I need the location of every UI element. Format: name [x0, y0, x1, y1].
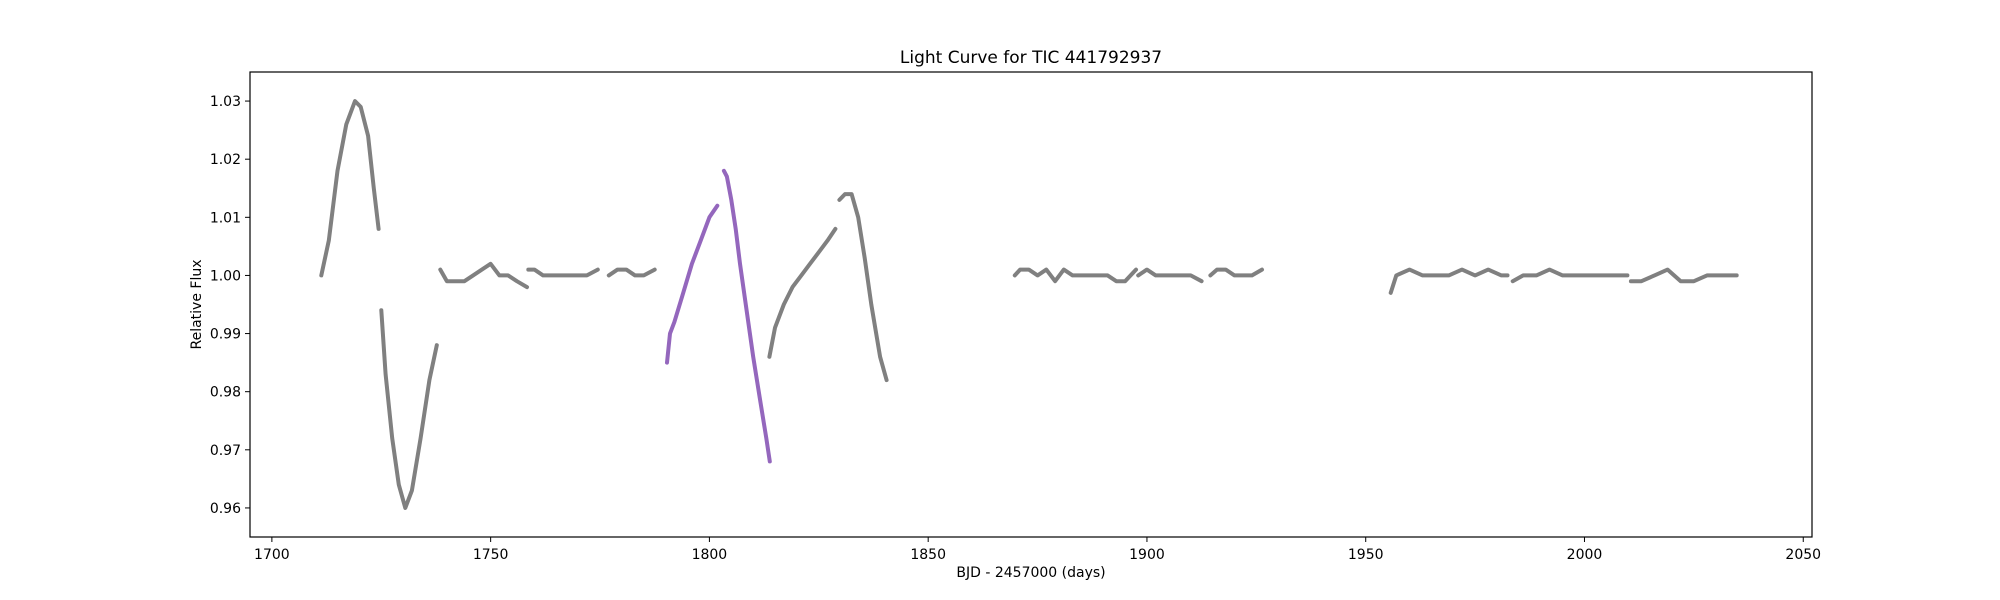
y-tick-label: 1.01 — [210, 210, 241, 226]
x-tick-label: 1800 — [692, 547, 728, 563]
light-curve-segment — [379, 308, 439, 510]
y-tick-label: 1.03 — [210, 94, 241, 110]
light-curve-segment — [606, 267, 657, 278]
x-tick-label: 1900 — [1129, 547, 1165, 563]
data-marks — [319, 99, 1739, 510]
plot-frame — [249, 71, 1813, 538]
light-curve-segment — [1628, 267, 1739, 284]
y-tick-label: 0.99 — [210, 327, 241, 343]
light-curve-segment — [721, 168, 772, 464]
y-axis-label: Relative Flux — [189, 259, 205, 349]
y-tick-label: 0.97 — [210, 443, 241, 459]
y-tick-label: 1.00 — [210, 268, 241, 284]
y-tick-label: 0.96 — [210, 501, 241, 517]
light-curve-segment — [1136, 267, 1204, 284]
light-curve-segment — [837, 192, 889, 383]
x-tick-label: 2050 — [1785, 547, 1821, 563]
x-tick-label: 2000 — [1567, 547, 1603, 563]
light-curve-segment — [767, 226, 838, 359]
y-axis: 0.96 0.97 0.98 0.99 1.00 1.01 1.02 1.03 — [210, 94, 250, 517]
x-tick-label: 1700 — [254, 547, 290, 563]
chart-title: Light Curve for TIC 441792937 — [900, 48, 1162, 68]
light-curve-segment — [438, 261, 529, 290]
light-curve-segment — [319, 99, 381, 278]
x-axis-label: BJD - 2457000 (days) — [956, 565, 1105, 581]
light-curve-segment — [1388, 267, 1510, 295]
light-curve-segment — [526, 267, 600, 278]
light-curve-segment — [1012, 267, 1138, 284]
y-tick-label: 0.98 — [210, 385, 241, 401]
x-tick-label: 1850 — [910, 547, 946, 563]
light-curve-segment — [665, 203, 720, 365]
light-curve-segment — [1208, 267, 1264, 278]
y-tick-label: 1.02 — [210, 152, 241, 168]
x-tick-label: 1950 — [1348, 547, 1384, 563]
light-curve-segment — [1510, 267, 1630, 284]
x-tick-label: 1750 — [473, 547, 509, 563]
x-axis: 1700 1750 1800 1850 1900 1950 2000 2050 — [254, 537, 1821, 563]
